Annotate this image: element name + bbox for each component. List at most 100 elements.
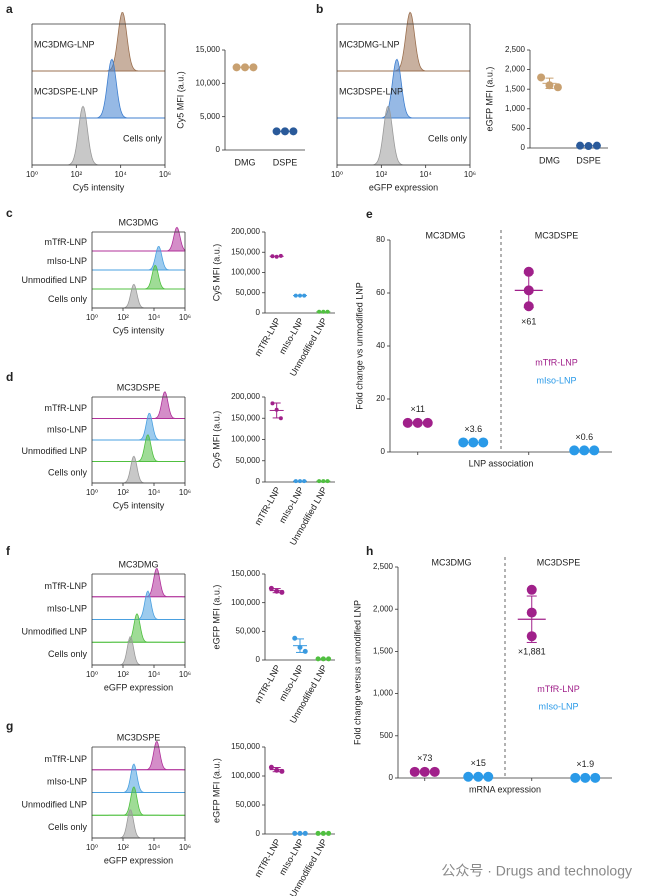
data-point bbox=[409, 766, 420, 777]
legend-entry: mIso-LNP bbox=[538, 702, 578, 712]
y-tick-label: 150,000 bbox=[231, 413, 260, 422]
histogram-curve bbox=[91, 567, 186, 598]
panel-letter: d bbox=[6, 370, 13, 384]
series-label: Cells only bbox=[48, 649, 88, 659]
data-point bbox=[523, 301, 534, 312]
series-label: Unmodified LNP bbox=[21, 626, 87, 636]
data-point bbox=[326, 830, 332, 836]
x-tick-label: 10² bbox=[71, 170, 83, 179]
data-point bbox=[270, 254, 275, 259]
data-point bbox=[321, 309, 326, 314]
data-point bbox=[483, 771, 494, 782]
data-point bbox=[315, 656, 321, 662]
y-tick-label: 150,000 bbox=[231, 742, 260, 751]
x-tick-label: 10² bbox=[376, 170, 388, 179]
x-tick-label: 10⁴ bbox=[148, 488, 161, 497]
panel-letter: f bbox=[6, 544, 11, 558]
y-tick-label: 500 bbox=[512, 124, 526, 133]
x-tick-label: 10⁴ bbox=[148, 670, 161, 679]
data-point bbox=[473, 771, 484, 782]
data-point bbox=[320, 656, 326, 662]
data-point bbox=[579, 445, 590, 456]
x-tick-label: 10² bbox=[117, 313, 129, 322]
y-tick-label: 1,000 bbox=[373, 689, 394, 698]
y-tick-label: 0 bbox=[389, 773, 394, 782]
data-point bbox=[292, 635, 298, 641]
series-label: mIso-LNP bbox=[47, 256, 87, 266]
x-tick-label: 10⁴ bbox=[148, 843, 161, 852]
series-label: mTfR-LNP bbox=[45, 403, 88, 413]
value-label: ×1,881 bbox=[518, 647, 546, 657]
series-label: Cells only bbox=[123, 134, 163, 144]
x-tick-label: 10⁶ bbox=[179, 488, 191, 497]
x-tick-label: 10⁴ bbox=[419, 170, 432, 179]
panel-letter: a bbox=[6, 2, 13, 16]
data-point bbox=[274, 767, 280, 773]
histogram-curve bbox=[92, 590, 185, 620]
y-tick-label: 100,000 bbox=[231, 268, 260, 277]
data-point bbox=[274, 254, 279, 259]
x-tick-label: 10⁴ bbox=[114, 170, 127, 179]
y-tick-label: 15,000 bbox=[196, 45, 221, 54]
data-point bbox=[292, 830, 298, 836]
y-tick-label: 40 bbox=[376, 341, 385, 350]
x-tick-label: 10⁰ bbox=[86, 670, 98, 679]
panel-letter: g bbox=[6, 719, 13, 733]
x-tick-label: 10⁰ bbox=[86, 488, 98, 497]
x-axis-label: mRNA expression bbox=[469, 784, 541, 794]
x-tick-label: DSPE bbox=[576, 155, 601, 165]
data-point bbox=[326, 656, 332, 662]
y-tick-label: 0 bbox=[256, 829, 261, 838]
value-label: ×0.6 bbox=[575, 432, 593, 442]
panel-title: MC3DSPE bbox=[117, 382, 161, 392]
histogram-curve bbox=[92, 455, 185, 484]
series-label: Cells only bbox=[428, 134, 468, 144]
data-point bbox=[297, 644, 303, 650]
data-point bbox=[298, 293, 302, 298]
y-axis-label: Cy5 MFI (a.u.) bbox=[211, 411, 221, 469]
value-label: ×11 bbox=[410, 404, 425, 414]
y-tick-label: 0 bbox=[256, 477, 261, 486]
x-tick-label: 10⁰ bbox=[86, 313, 98, 322]
y-tick-label: 500 bbox=[380, 731, 394, 740]
series-label: MC3DMG-LNP bbox=[34, 40, 95, 50]
x-tick-label: 10⁰ bbox=[331, 170, 343, 179]
data-point bbox=[422, 417, 433, 428]
histogram-curve bbox=[92, 434, 185, 462]
y-axis-label: Fold change versus unmodified LNP bbox=[352, 600, 362, 745]
y-tick-label: 5,000 bbox=[200, 112, 221, 121]
data-point bbox=[458, 437, 469, 448]
y-tick-label: 1,500 bbox=[373, 647, 394, 656]
y-tick-label: 50,000 bbox=[236, 800, 261, 809]
data-point bbox=[526, 631, 537, 642]
data-point bbox=[302, 830, 308, 836]
y-tick-label: 2,000 bbox=[373, 604, 394, 613]
data-point bbox=[268, 585, 274, 591]
data-point bbox=[317, 309, 322, 314]
series-label: mIso-LNP bbox=[47, 604, 87, 614]
group-title: MC3DSPE bbox=[535, 230, 579, 240]
x-axis-label: eGFP expression bbox=[104, 855, 173, 865]
data-point bbox=[468, 437, 479, 448]
value-label: ×3.6 bbox=[464, 424, 482, 434]
series-label: Cells only bbox=[48, 468, 88, 478]
value-label: ×61 bbox=[521, 317, 536, 327]
data-point bbox=[270, 401, 275, 406]
panel-letter: e bbox=[366, 207, 373, 221]
data-point bbox=[402, 417, 413, 428]
y-tick-label: 0 bbox=[521, 143, 526, 152]
series-label: Unmodified LNP bbox=[21, 446, 87, 456]
x-axis-label: Cy5 intensity bbox=[113, 325, 165, 335]
x-tick-label: 10⁶ bbox=[159, 170, 171, 179]
group-title: MC3DMG bbox=[426, 230, 466, 240]
y-tick-label: 1,000 bbox=[505, 104, 526, 113]
data-point bbox=[241, 63, 249, 72]
y-axis-label: Fold change vs unmodified LNP bbox=[354, 282, 364, 410]
series-label: mTfR-LNP bbox=[45, 754, 88, 764]
x-tick-label: 10⁶ bbox=[464, 170, 476, 179]
data-point bbox=[279, 768, 285, 774]
x-axis-label: eGFP expression bbox=[104, 682, 173, 692]
data-point bbox=[580, 772, 591, 783]
data-point bbox=[293, 479, 298, 484]
y-tick-label: 20 bbox=[376, 394, 385, 403]
